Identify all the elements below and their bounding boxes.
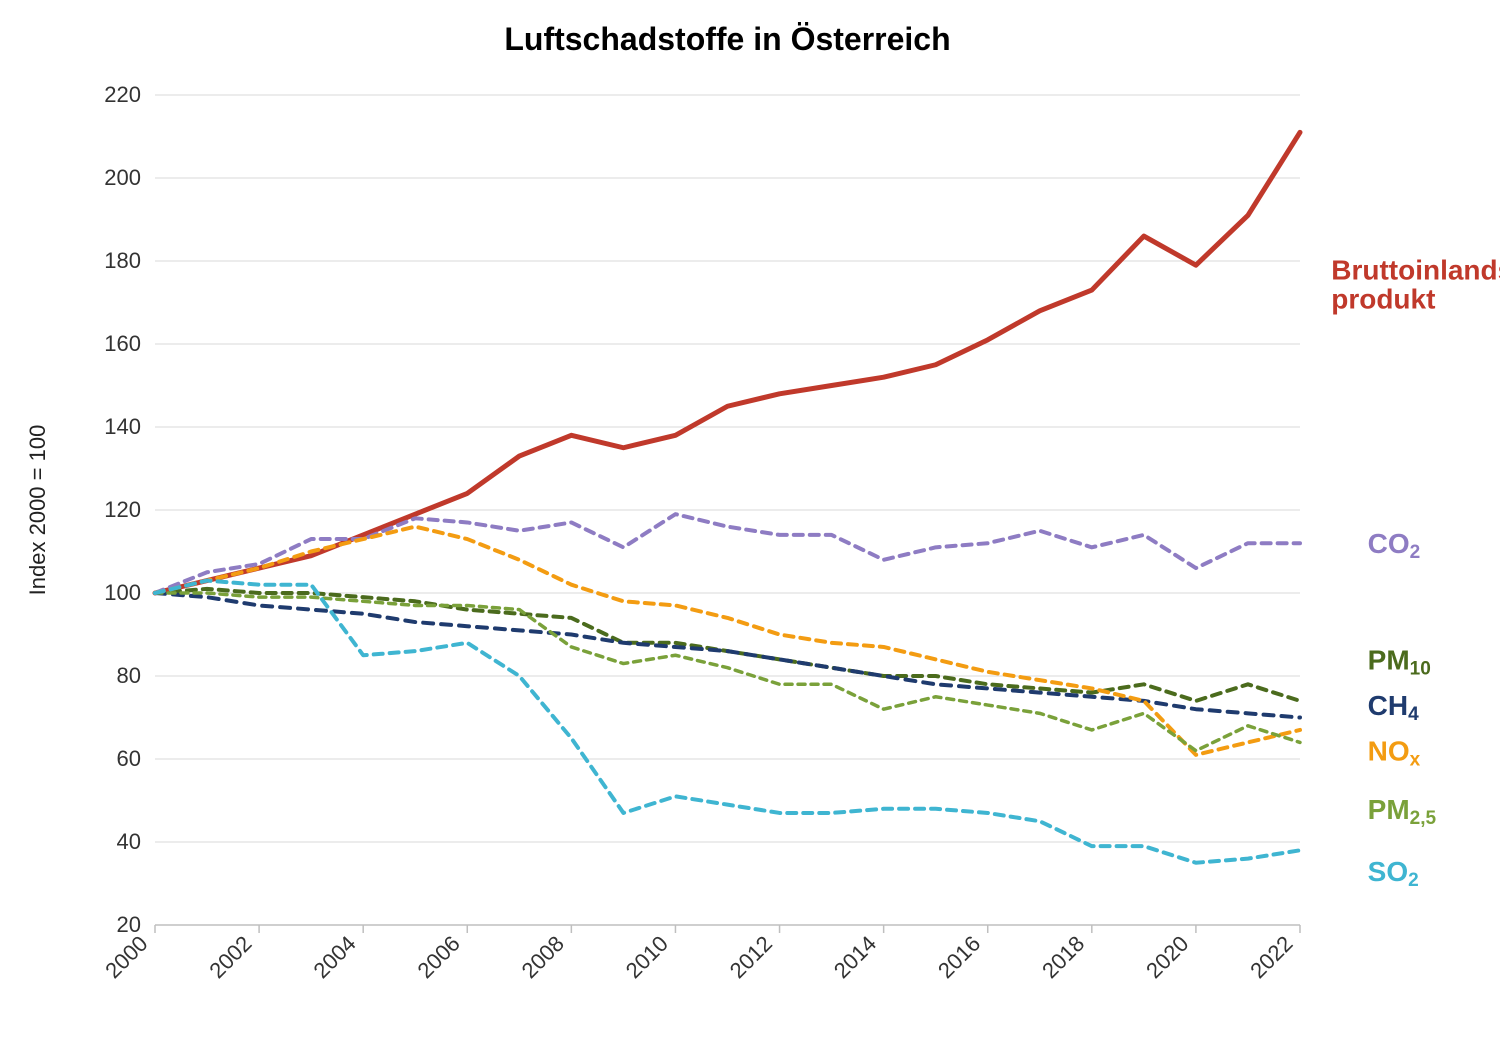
y-tick-label: 40 [117,829,141,854]
y-tick-label: 60 [117,746,141,771]
y-axis-label: Index 2000 = 100 [25,425,50,596]
y-tick-label: 140 [104,414,141,439]
chart-title: Luftschadstoffe in Österreich [504,21,950,57]
chart-svg: Luftschadstoffe in Österreich 20 40 60 80 100… [0,0,1500,1042]
y-tick-label: 160 [104,331,141,356]
y-tick-label: 200 [104,165,141,190]
y-tick-label: 20 [117,912,141,937]
y-tick-label: 80 [117,663,141,688]
y-tick-label: 180 [104,248,141,273]
y-tick-label: 120 [104,497,141,522]
y-tick-label: 100 [104,580,141,605]
chart-container: Luftschadstoffe in Österreich 20 40 60 80 100… [0,0,1500,1042]
y-tick-label: 220 [104,82,141,107]
